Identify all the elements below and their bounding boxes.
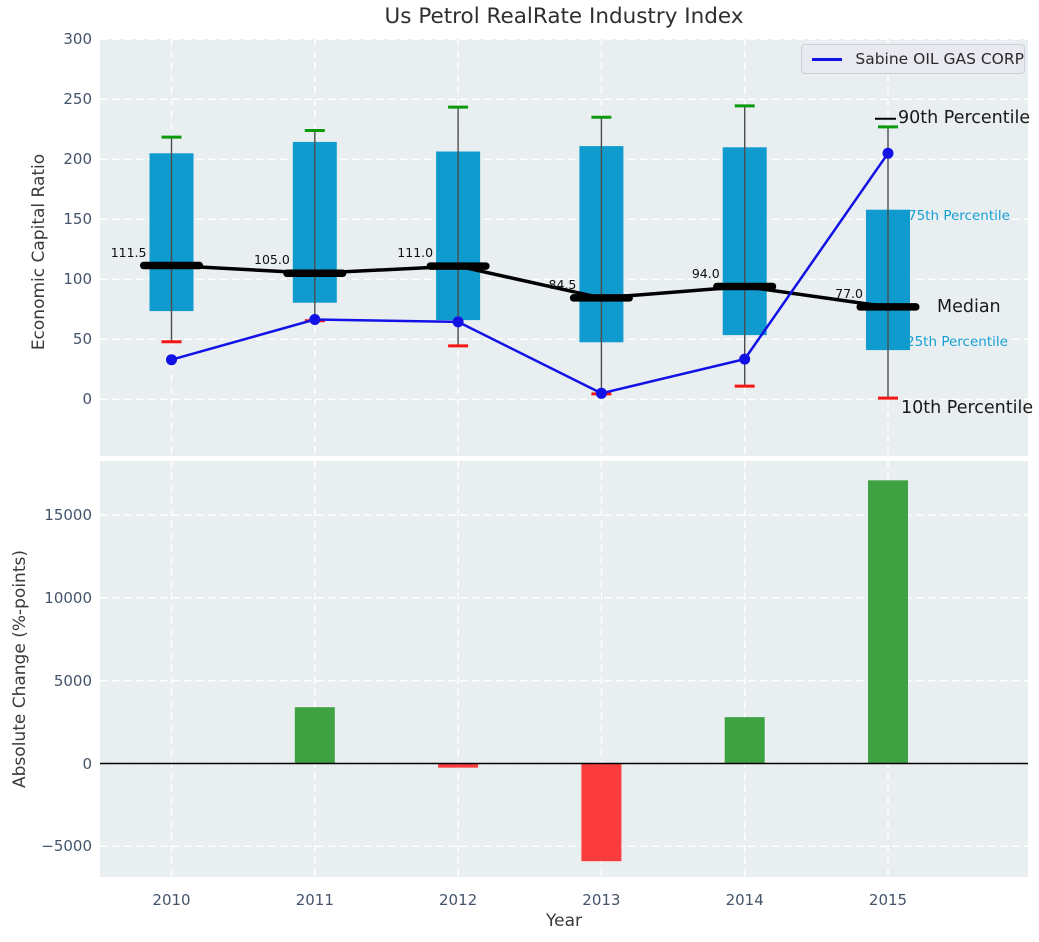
bottom-ytick-label--5000: −5000	[41, 837, 92, 856]
median-value-label-2011: 105.0	[254, 252, 290, 268]
bottom-ytick-label-0: 0	[82, 754, 92, 773]
top-y-axis-label: Economic Capital Ratio	[29, 153, 49, 351]
legend: Sabine OIL GAS CORP	[801, 44, 1025, 74]
top-ytick-label-50: 50	[72, 330, 92, 349]
top-ytick-label-200: 200	[63, 150, 92, 169]
median-value-label-2014: 94.0	[691, 265, 720, 281]
xtick-label-2013: 2013	[582, 891, 621, 909]
top-ytick-label-100: 100	[63, 270, 92, 289]
top-ytick-label-300: 300	[63, 30, 92, 49]
annotation-75th-percentile: 75th Percentile	[908, 208, 1010, 225]
annotation-median: Median	[937, 296, 1001, 317]
median-value-label-2010: 111.5	[110, 244, 147, 260]
xtick-label-2011: 2011	[295, 891, 334, 909]
median-value-label-2015: 77.0	[835, 285, 863, 301]
bottom-y-axis-label: Absolute Change (%-points)	[10, 550, 30, 788]
median-value-label-2012: 111.0	[397, 245, 434, 261]
xtick-label-2010: 2010	[152, 891, 191, 909]
annotation-10th-percentile: 10th Percentile	[901, 398, 1034, 419]
top-panel	[100, 39, 1028, 456]
top-ytick-label-250: 250	[63, 90, 92, 109]
bottom-ytick-label-10000: 10000	[44, 588, 92, 607]
bottom-panel	[100, 461, 1028, 877]
legend-line-sample	[812, 57, 843, 61]
median-value-label-2013: 84.5	[548, 276, 577, 292]
xtick-label-2014: 2014	[725, 891, 764, 909]
annotation-25th-percentile: 25th Percentile	[906, 334, 1008, 351]
annotation-90th-percentile: 90th Percentile	[898, 108, 1031, 129]
top-ytick-label-0: 0	[82, 390, 92, 409]
top-ytick-label-150: 150	[63, 210, 92, 229]
xtick-label-2012: 2012	[439, 891, 478, 909]
bottom-ytick-label-15000: 15000	[44, 506, 92, 525]
x-axis-label: Year	[546, 911, 582, 931]
chart-title: Us Petrol RealRate Industry Index	[384, 4, 744, 29]
legend-label: Sabine OIL GAS CORP	[855, 50, 1024, 68]
xtick-label-2015: 2015	[868, 891, 908, 909]
bottom-ytick-label-5000: 5000	[53, 671, 92, 690]
